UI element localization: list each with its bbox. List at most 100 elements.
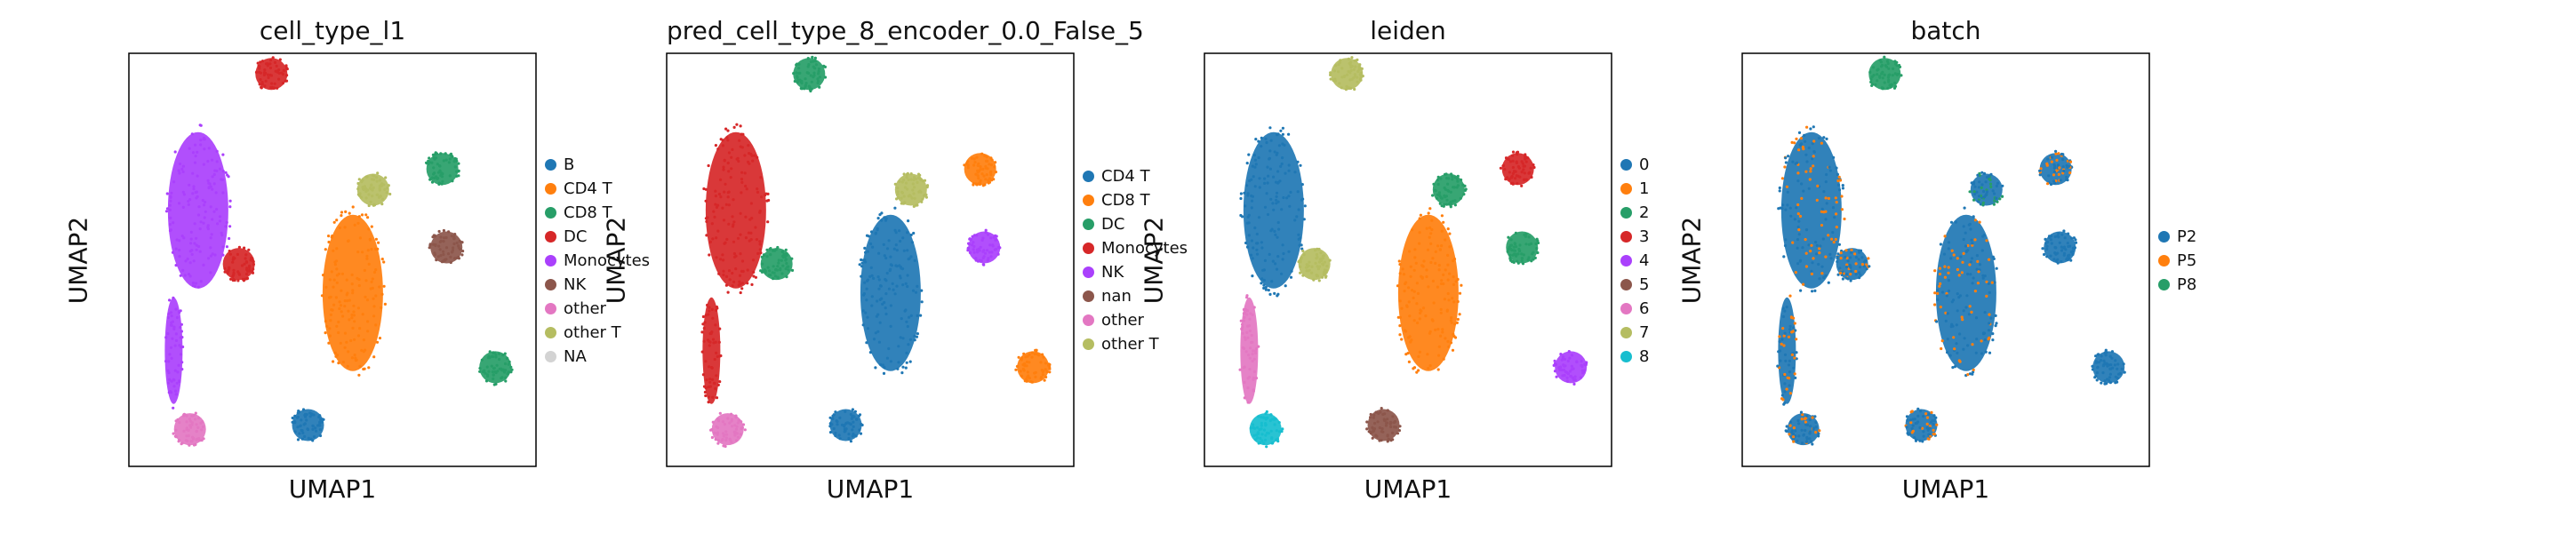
cluster-7 xyxy=(1297,247,1332,282)
cluster-dc xyxy=(759,245,795,281)
cluster-cd8-t xyxy=(963,152,997,187)
legend-item: CD4 T xyxy=(545,177,650,201)
legend-swatch xyxy=(1620,279,1632,290)
legend-swatch xyxy=(1620,255,1632,266)
legend-label: other xyxy=(564,299,606,318)
cluster-cd4-t xyxy=(828,408,864,443)
cluster-2 xyxy=(1431,172,1468,209)
legend: CD4 T CD8 T DC Monocytes NK nan other other T xyxy=(1083,164,1188,356)
legend-label: P2 xyxy=(2177,227,2197,246)
legend-swatch xyxy=(545,327,556,338)
cluster-7 xyxy=(1329,56,1364,91)
legend-item: 7 xyxy=(1620,321,1649,345)
cluster-cd8-t xyxy=(425,151,460,186)
y-axis-label: UMAP2 xyxy=(1676,216,1707,305)
cluster-6 xyxy=(1238,294,1260,404)
legend-item: other T xyxy=(1083,332,1188,356)
legend-item: P8 xyxy=(2158,273,2196,297)
legend-label: 4 xyxy=(1639,251,1650,270)
legend-item: 3 xyxy=(1620,225,1649,249)
cluster-nk xyxy=(966,228,1002,266)
x-axis-label: UMAP1 xyxy=(1901,474,1990,504)
legend-swatch xyxy=(545,279,556,290)
umap-plot-batch xyxy=(1741,52,2150,467)
legend-item: other xyxy=(545,297,650,321)
legend-label: Monocytes xyxy=(1101,239,1188,258)
legend-item: 8 xyxy=(1620,345,1649,369)
cluster-p2 xyxy=(1784,410,1821,446)
cluster-1 xyxy=(1396,207,1463,374)
legend-label: 3 xyxy=(1639,227,1650,246)
y-axis-label: UMAP2 xyxy=(63,216,93,305)
legend-swatch xyxy=(545,255,556,266)
legend-item: CD8 T xyxy=(1083,188,1188,212)
legend-item: P2 xyxy=(2158,225,2196,249)
plot-frame xyxy=(1741,52,2150,467)
cluster-2 xyxy=(1506,231,1540,266)
x-axis-label: UMAP1 xyxy=(1364,474,1452,504)
legend-item: B xyxy=(545,153,650,177)
cluster-cd4-t xyxy=(858,206,924,375)
cluster-cd4-t xyxy=(320,205,387,377)
legend-item: DC xyxy=(545,225,650,249)
cluster-other xyxy=(709,411,747,449)
legend-label: P5 xyxy=(2177,251,2197,270)
legend-label: CD8 T xyxy=(564,203,612,222)
cluster-monocytes xyxy=(702,123,771,295)
legend-swatch xyxy=(1620,183,1632,195)
cluster-p2 xyxy=(1968,171,2004,207)
cluster-cd8-t xyxy=(1014,348,1052,384)
legend-label: NK xyxy=(564,275,587,294)
chart-title: leiden xyxy=(1370,16,1446,45)
legend-swatch xyxy=(1083,338,1094,350)
legend-item: other xyxy=(1083,308,1188,332)
legend-swatch xyxy=(545,351,556,362)
legend-item: NK xyxy=(1083,260,1188,284)
legend-swatch xyxy=(1083,219,1094,230)
cluster-other-t xyxy=(356,171,392,208)
cluster-0 xyxy=(1239,126,1307,298)
umap-plot-leiden xyxy=(1204,52,1612,467)
cluster-3 xyxy=(1499,150,1536,187)
x-axis-label: UMAP1 xyxy=(288,474,377,504)
legend-label: other T xyxy=(1101,335,1159,354)
legend-item: DC xyxy=(1083,212,1188,236)
panel-leiden: leiden UMAP1 UMAP2 0 1 2 3 4 5 6 7 8 xyxy=(1076,0,1650,533)
cluster-p2 xyxy=(1776,294,1798,406)
panel-cell-type-l1: cell_type_l1 UMAP1 UMAP2 B CD4 T CD8 T DC Mo… xyxy=(0,0,651,533)
legend-swatch xyxy=(1620,327,1632,338)
cluster-other-t xyxy=(893,171,930,208)
cluster-p2 xyxy=(1904,407,1939,443)
legend-label: CD4 T xyxy=(564,179,612,198)
cluster-other xyxy=(172,411,206,447)
legend-label: 6 xyxy=(1639,299,1650,318)
chart-title: pred_cell_type_8_encoder_0.0_False_5 xyxy=(667,16,1144,45)
panel-pred-cell-type: pred_cell_type_8_encoder_0.0_False_5 UMA… xyxy=(538,0,1188,533)
legend: B CD4 T CD8 T DC Monocytes NK other other T NA xyxy=(545,153,650,369)
y-axis-label: UMAP2 xyxy=(1139,216,1169,305)
legend-label: 2 xyxy=(1639,203,1650,222)
legend-swatch xyxy=(1083,195,1094,206)
legend-item: 4 xyxy=(1620,249,1649,273)
cluster-dc xyxy=(792,55,828,93)
legend-label: 5 xyxy=(1639,275,1650,294)
legend-label: Monocytes xyxy=(564,251,651,270)
chart-title: cell_type_l1 xyxy=(259,16,406,45)
legend-swatch xyxy=(545,231,556,243)
cluster-p2 xyxy=(2038,149,2074,187)
cluster-dc xyxy=(222,245,255,282)
panel-batch: batch UMAP1 UMAP2 P2 P5 P8 xyxy=(1613,0,2197,533)
legend: 0 1 2 3 4 5 6 7 8 xyxy=(1620,153,1649,369)
legend-item: CD8 T xyxy=(545,201,650,225)
legend-swatch xyxy=(545,207,556,219)
legend-label: 7 xyxy=(1639,323,1650,342)
legend-swatch xyxy=(1620,159,1632,171)
legend-item: 5 xyxy=(1620,273,1649,297)
umap-plot-cell-type-l1 xyxy=(128,52,537,467)
legend-swatch xyxy=(1083,314,1094,326)
cluster-monocytes xyxy=(164,123,232,289)
legend-item: CD4 T xyxy=(1083,164,1188,188)
legend-item: 1 xyxy=(1620,177,1649,201)
legend-swatch xyxy=(545,159,556,171)
legend-label: CD8 T xyxy=(1101,191,1150,210)
